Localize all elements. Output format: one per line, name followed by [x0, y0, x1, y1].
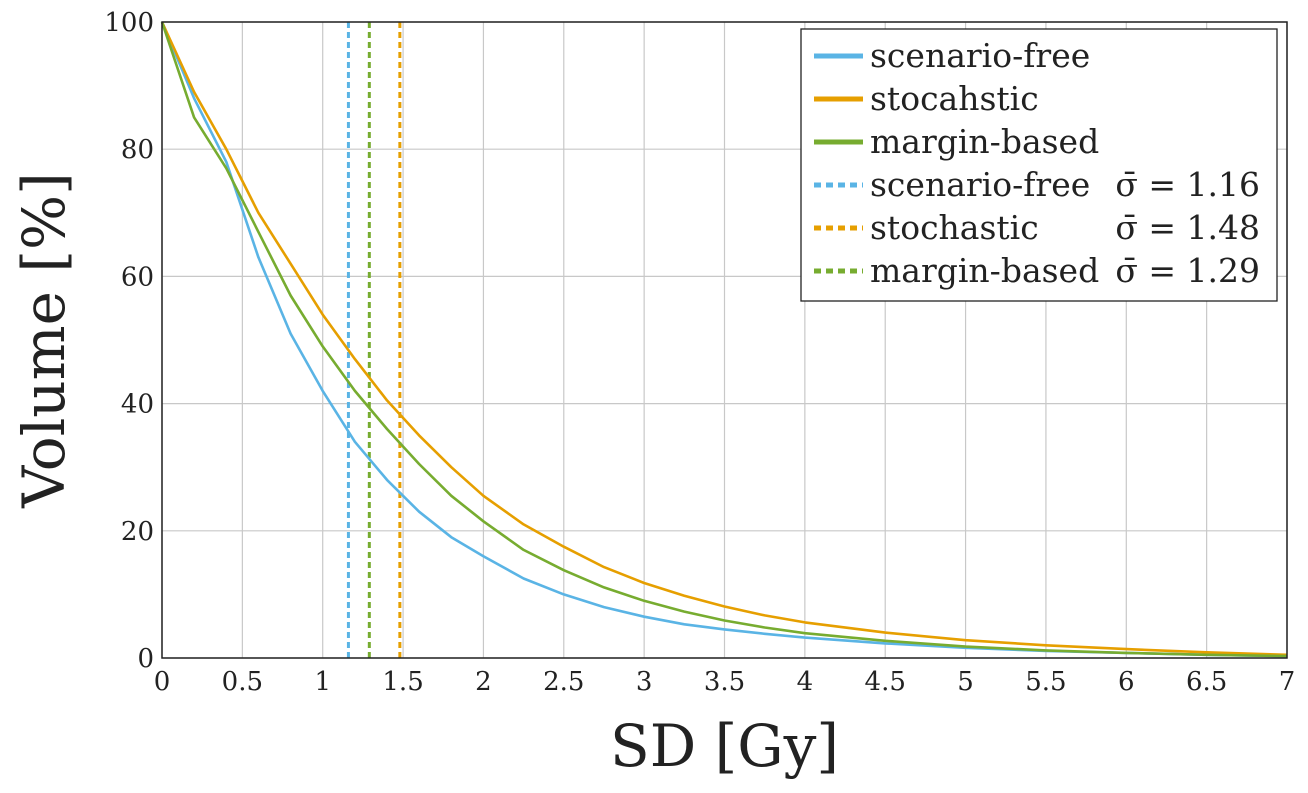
legend-entry-label: scenario-free: [870, 36, 1090, 75]
x-tick-label: 7: [1279, 667, 1296, 697]
y-tick-label: 100: [104, 8, 154, 38]
x-tick-label: 1.5: [382, 667, 423, 697]
legend-sigma-label: σ̄ = 1.16: [1115, 165, 1260, 204]
y-tick-label: 80: [121, 135, 154, 165]
x-tick-label: 5.5: [1025, 667, 1066, 697]
series-line-stocahstic: [160, 21, 1288, 657]
legend-entry-label: margin-based: [870, 251, 1099, 290]
legend-entry-label: margin-based: [870, 122, 1099, 161]
x-tick-label: 6.5: [1186, 667, 1227, 697]
x-tick-labels: 0 0.5 1 1.5 2 2.5 3 3.5 4 4.5 5 5.5 6 6.5 7: [154, 667, 1296, 697]
x-tick-label: 6: [1118, 667, 1135, 697]
x-tick-label: 5: [957, 667, 974, 697]
x-tick-label: 2: [475, 667, 492, 697]
series-line-margin-based: [160, 21, 1288, 658]
x-tick-label: 3: [636, 667, 653, 697]
x-tick-label: 2.5: [543, 667, 584, 697]
x-axis-title: SD [Gy]: [610, 712, 839, 780]
legend-sigma-label: σ̄ = 1.29: [1115, 251, 1260, 290]
y-tick-label: 40: [121, 390, 154, 420]
legend-box: [800, 28, 1278, 302]
x-tick-label: 1: [314, 667, 331, 697]
legend: scenario-free stocahstic margin-based scena…: [800, 28, 1278, 302]
legend-sigma-label: σ̄ = 1.48: [1115, 208, 1260, 247]
y-tick-label: 60: [121, 262, 154, 292]
y-tick-label: 20: [121, 517, 154, 547]
legend-entry-label: stocahstic: [870, 79, 1039, 118]
legend-entry-label: stochastic: [870, 208, 1039, 247]
series-curves: [160, 21, 1288, 658]
y-axis-title: Volume [%]: [10, 172, 78, 509]
x-tick-label: 4.5: [865, 667, 906, 697]
x-tick-label: 0: [154, 667, 171, 697]
plot-frame: [161, 21, 1288, 659]
y-tick-labels: 0 20 40 60 80 100: [104, 8, 154, 674]
sigma-lines: [346, 22, 402, 658]
y-tick-label: 0: [137, 644, 154, 674]
legend-entry-label: scenario-free: [870, 165, 1090, 204]
x-tick-label: 3.5: [704, 667, 745, 697]
x-tick-label: 0.5: [222, 667, 263, 697]
x-tick-label: 4: [797, 667, 814, 697]
